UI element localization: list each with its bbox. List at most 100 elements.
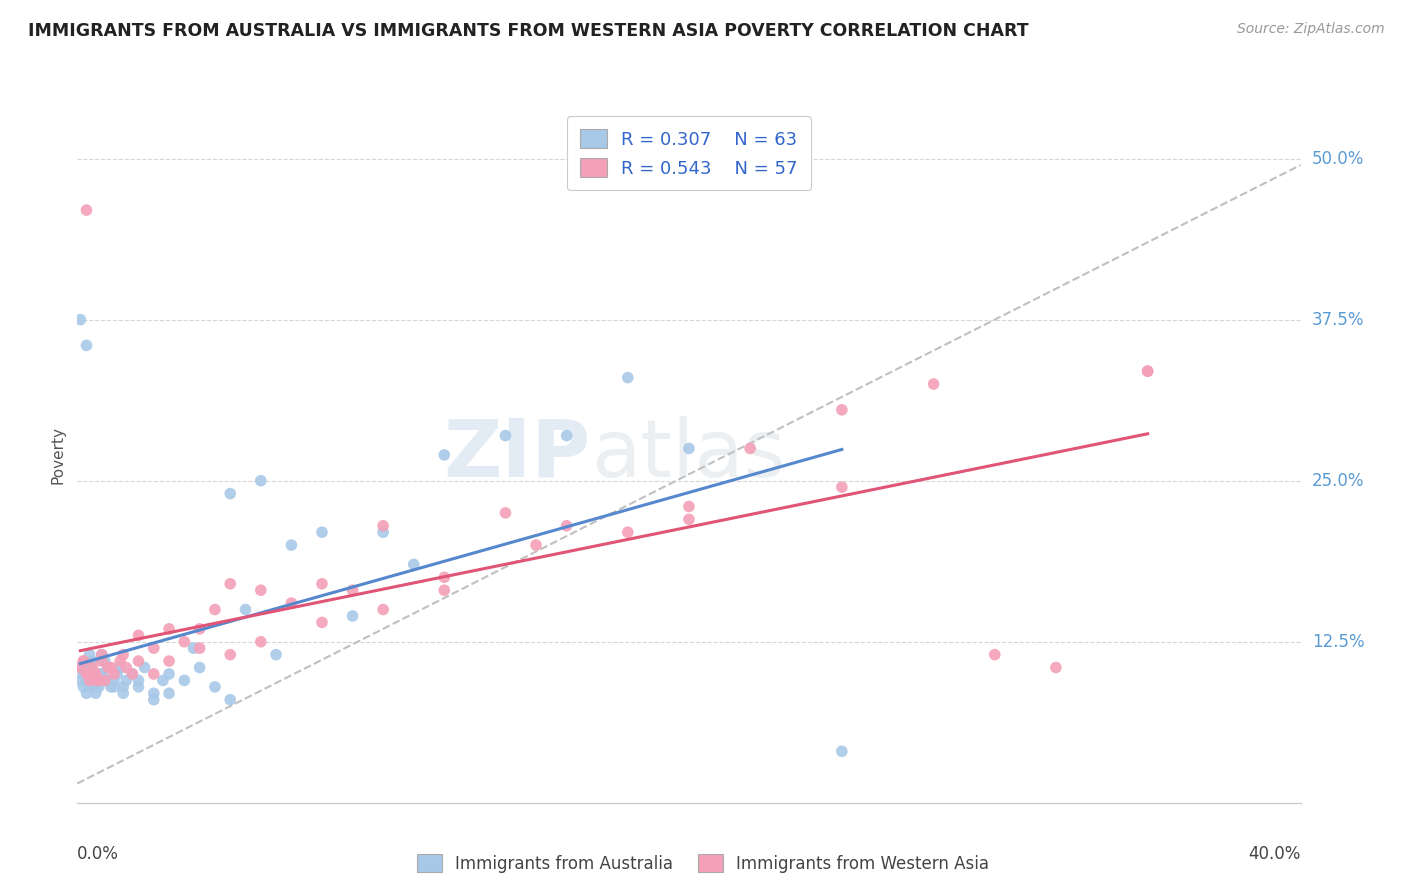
- Point: [219, 648, 242, 662]
- Point: [82, 660, 104, 674]
- Point: [69, 673, 91, 688]
- Point: [280, 538, 302, 552]
- Point: [1045, 660, 1067, 674]
- Text: atlas: atlas: [591, 416, 786, 494]
- Point: [1136, 364, 1159, 378]
- Point: [183, 641, 205, 656]
- Text: 50.0%: 50.0%: [1312, 150, 1364, 168]
- Point: [90, 654, 112, 668]
- Point: [94, 673, 117, 688]
- Point: [204, 680, 226, 694]
- Text: 0.0%: 0.0%: [77, 845, 120, 863]
- Point: [831, 402, 853, 417]
- Point: [1136, 364, 1159, 378]
- Point: [103, 667, 125, 681]
- Point: [371, 602, 394, 616]
- Point: [617, 525, 640, 540]
- Text: ZIP: ZIP: [444, 416, 591, 494]
- Point: [142, 641, 165, 656]
- Point: [134, 660, 156, 674]
- Text: IMMIGRANTS FROM AUSTRALIA VS IMMIGRANTS FROM WESTERN ASIA POVERTY CORRELATION CH: IMMIGRANTS FROM AUSTRALIA VS IMMIGRANTS …: [28, 22, 1029, 40]
- Point: [371, 518, 394, 533]
- Point: [617, 370, 640, 384]
- Point: [76, 686, 98, 700]
- Point: [219, 692, 242, 706]
- Point: [97, 673, 120, 688]
- Point: [94, 673, 117, 688]
- Text: 40.0%: 40.0%: [1249, 845, 1301, 863]
- Point: [922, 377, 945, 392]
- Point: [108, 654, 131, 668]
- Point: [82, 673, 104, 688]
- Point: [121, 667, 143, 681]
- Point: [121, 667, 143, 681]
- Point: [188, 641, 211, 656]
- Point: [97, 660, 120, 674]
- Point: [69, 312, 91, 326]
- Point: [524, 538, 547, 552]
- Point: [678, 500, 700, 514]
- Legend: R = 0.307    N = 63, R = 0.543    N = 57: R = 0.307 N = 63, R = 0.543 N = 57: [567, 116, 811, 190]
- Point: [72, 680, 94, 694]
- Point: [84, 680, 107, 694]
- Point: [142, 667, 165, 681]
- Point: [79, 667, 101, 681]
- Point: [204, 602, 226, 616]
- Point: [103, 680, 125, 694]
- Point: [90, 667, 112, 681]
- Point: [173, 634, 195, 648]
- Point: [740, 442, 762, 456]
- Point: [72, 654, 94, 668]
- Point: [984, 648, 1007, 662]
- Y-axis label: Poverty: Poverty: [51, 425, 66, 484]
- Point: [76, 203, 98, 218]
- Point: [555, 518, 578, 533]
- Point: [87, 673, 110, 688]
- Point: [371, 525, 394, 540]
- Point: [84, 667, 107, 681]
- Point: [250, 474, 273, 488]
- Point: [115, 660, 138, 674]
- Point: [219, 486, 242, 500]
- Point: [250, 583, 273, 598]
- Point: [311, 576, 333, 591]
- Point: [219, 576, 242, 591]
- Point: [97, 660, 120, 674]
- Point: [311, 615, 333, 630]
- Point: [831, 480, 853, 494]
- Point: [157, 667, 180, 681]
- Point: [250, 634, 273, 648]
- Point: [84, 673, 107, 688]
- Point: [84, 667, 107, 681]
- Text: 12.5%: 12.5%: [1312, 632, 1364, 651]
- Legend: Immigrants from Australia, Immigrants from Western Asia: Immigrants from Australia, Immigrants fr…: [411, 847, 995, 880]
- Point: [69, 660, 91, 674]
- Point: [342, 609, 364, 624]
- Point: [87, 680, 110, 694]
- Point: [555, 428, 578, 442]
- Point: [72, 667, 94, 681]
- Point: [112, 648, 135, 662]
- Point: [79, 680, 101, 694]
- Point: [495, 506, 517, 520]
- Point: [157, 622, 180, 636]
- Point: [152, 673, 174, 688]
- Point: [69, 660, 91, 674]
- Point: [127, 680, 149, 694]
- Point: [100, 680, 122, 694]
- Point: [72, 667, 94, 681]
- Point: [127, 673, 149, 688]
- Point: [173, 673, 195, 688]
- Point: [127, 654, 149, 668]
- Point: [72, 654, 94, 668]
- Point: [264, 648, 287, 662]
- Point: [142, 692, 165, 706]
- Point: [79, 648, 101, 662]
- Point: [495, 428, 517, 442]
- Text: 37.5%: 37.5%: [1312, 310, 1364, 328]
- Text: Source: ZipAtlas.com: Source: ZipAtlas.com: [1237, 22, 1385, 37]
- Point: [342, 583, 364, 598]
- Point: [82, 654, 104, 668]
- Point: [188, 660, 211, 674]
- Point: [112, 686, 135, 700]
